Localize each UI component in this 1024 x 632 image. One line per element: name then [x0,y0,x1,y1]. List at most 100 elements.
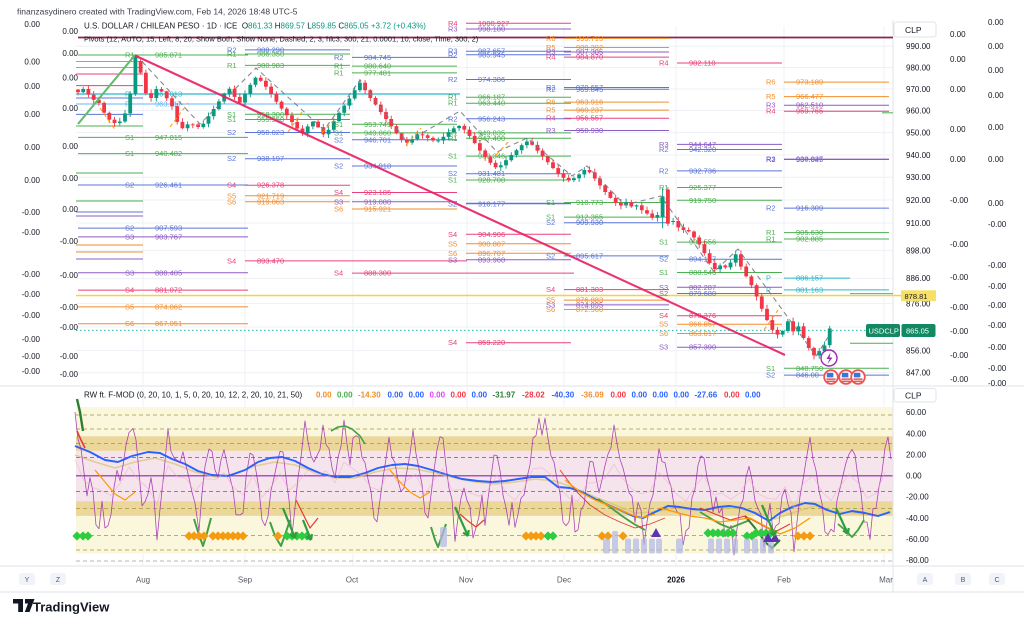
svg-text:R2: R2 [546,85,556,94]
svg-text:R6: R6 [546,34,556,43]
svg-text:0.00: 0.00 [950,55,966,64]
svg-text:S1: S1 [334,128,343,137]
svg-text:870.376: 870.376 [689,311,716,320]
svg-text:859.220: 859.220 [478,338,505,347]
svg-text:S1: S1 [227,115,236,124]
svg-text:S6: S6 [227,197,236,206]
svg-text:987.657: 987.657 [478,47,505,56]
svg-text:863.017: 863.017 [689,329,716,338]
svg-text:-0.00: -0.00 [950,327,969,336]
svg-text:R5: R5 [546,106,556,115]
svg-text:0.00: 0.00 [451,391,467,400]
svg-text:926.461: 926.461 [155,181,182,190]
svg-text:937.845: 937.845 [796,155,823,164]
svg-text:R3: R3 [546,126,556,135]
svg-text:RW ft. F-MOD (0, 20, 10, 1, 5,: RW ft. F-MOD (0, 20, 10, 1, 5, 0, 20, 10… [84,391,303,400]
svg-text:0.00: 0.00 [388,391,404,400]
svg-text:928.708: 928.708 [478,176,505,185]
svg-text:846.00: 846.00 [796,371,819,380]
svg-text:953.745: 953.745 [364,120,391,129]
svg-text:S6: S6 [448,249,457,258]
svg-text:915.921: 915.921 [364,205,391,214]
svg-text:S4: S4 [448,338,457,347]
svg-text:S1: S1 [766,364,775,373]
svg-text:S2: S2 [448,169,457,178]
svg-text:USDCLP: USDCLP [869,326,899,335]
svg-text:0.00: 0.00 [988,199,1004,208]
svg-text:-0.00: -0.00 [988,321,1007,330]
svg-text:R1: R1 [448,128,458,137]
svg-text:-0.00: -0.00 [950,273,969,282]
svg-text:-0.00: -0.00 [22,335,41,344]
svg-text:0.00: 0.00 [988,42,1004,51]
svg-text:S2: S2 [766,371,775,380]
svg-text:949.860: 949.860 [364,128,391,137]
svg-text:847.00: 847.00 [906,369,931,378]
svg-text:903.767: 903.767 [155,232,182,241]
svg-text:R3: R3 [766,101,776,110]
svg-text:S4: S4 [227,181,236,190]
svg-text:969.845: 969.845 [576,85,603,94]
svg-text:893.960: 893.960 [478,255,505,264]
svg-text:985.871: 985.871 [155,51,182,60]
svg-text:955.950: 955.950 [257,115,284,124]
svg-text:-0.00: -0.00 [988,301,1007,310]
svg-text:S5: S5 [659,320,668,329]
svg-text:CLP: CLP [905,25,922,35]
svg-text:0.00: 0.00 [906,472,922,481]
svg-text:962.510: 962.510 [796,101,823,110]
svg-text:Z: Z [56,577,61,584]
svg-text:-0.00: -0.00 [988,343,1007,352]
svg-text:R3: R3 [546,48,556,57]
svg-text:949.835: 949.835 [478,128,505,137]
svg-text:2026: 2026 [667,576,685,585]
svg-text:0.00: 0.00 [745,391,761,400]
svg-text:0.00: 0.00 [62,174,78,183]
svg-text:R3: R3 [448,47,458,56]
svg-text:-0.00: -0.00 [988,364,1007,373]
svg-text:40.00: 40.00 [906,429,927,438]
svg-text:989.392: 989.392 [576,43,603,52]
svg-text:CLP: CLP [905,390,922,400]
svg-text:919.750: 919.750 [689,196,716,205]
svg-text:S2: S2 [659,255,668,264]
svg-text:-0.00: -0.00 [22,352,41,361]
svg-text:0.00: 0.00 [24,176,40,185]
svg-text:S1: S1 [546,198,555,207]
svg-text:R2: R2 [766,204,776,213]
svg-text:900.807: 900.807 [478,239,505,248]
svg-text:C: C [994,577,999,584]
svg-text:-0.00: -0.00 [60,352,79,361]
svg-text:R2: R2 [659,145,669,154]
svg-text:-0.00: -0.00 [22,367,41,376]
svg-text:905.630: 905.630 [796,228,823,237]
svg-text:-0.00: -0.00 [950,375,969,384]
svg-text:0.00: 0.00 [62,49,78,58]
svg-text:0.00: 0.00 [950,125,966,134]
svg-text:S5: S5 [227,191,236,200]
svg-text:963.916: 963.916 [576,98,603,107]
svg-text:980.00: 980.00 [906,63,931,72]
svg-text:R1: R1 [334,68,344,77]
svg-text:S1: S1 [125,149,134,158]
svg-text:966.477: 966.477 [796,92,823,101]
svg-text:866.857: 866.857 [689,320,716,329]
svg-text:0.00: 0.00 [674,391,690,400]
svg-text:918.177: 918.177 [478,199,505,208]
svg-text:R4: R4 [766,107,776,116]
svg-text:939.346: 939.346 [478,152,505,161]
svg-text:R1: R1 [766,228,776,237]
svg-text:Aug: Aug [136,576,150,585]
svg-text:946.701: 946.701 [364,135,391,144]
svg-text:0.00: 0.00 [988,123,1004,132]
svg-text:S5: S5 [546,296,555,305]
svg-text:856.00: 856.00 [906,346,931,355]
svg-text:919.063: 919.063 [257,197,284,206]
svg-text:A: A [923,577,928,584]
svg-text:940.482: 940.482 [155,149,182,158]
svg-text:R2: R2 [659,166,669,175]
svg-text:881.303: 881.303 [576,285,603,294]
svg-text:910.00: 910.00 [906,219,931,228]
svg-text:984.870: 984.870 [576,53,603,62]
svg-text:931.481: 931.481 [478,169,505,178]
